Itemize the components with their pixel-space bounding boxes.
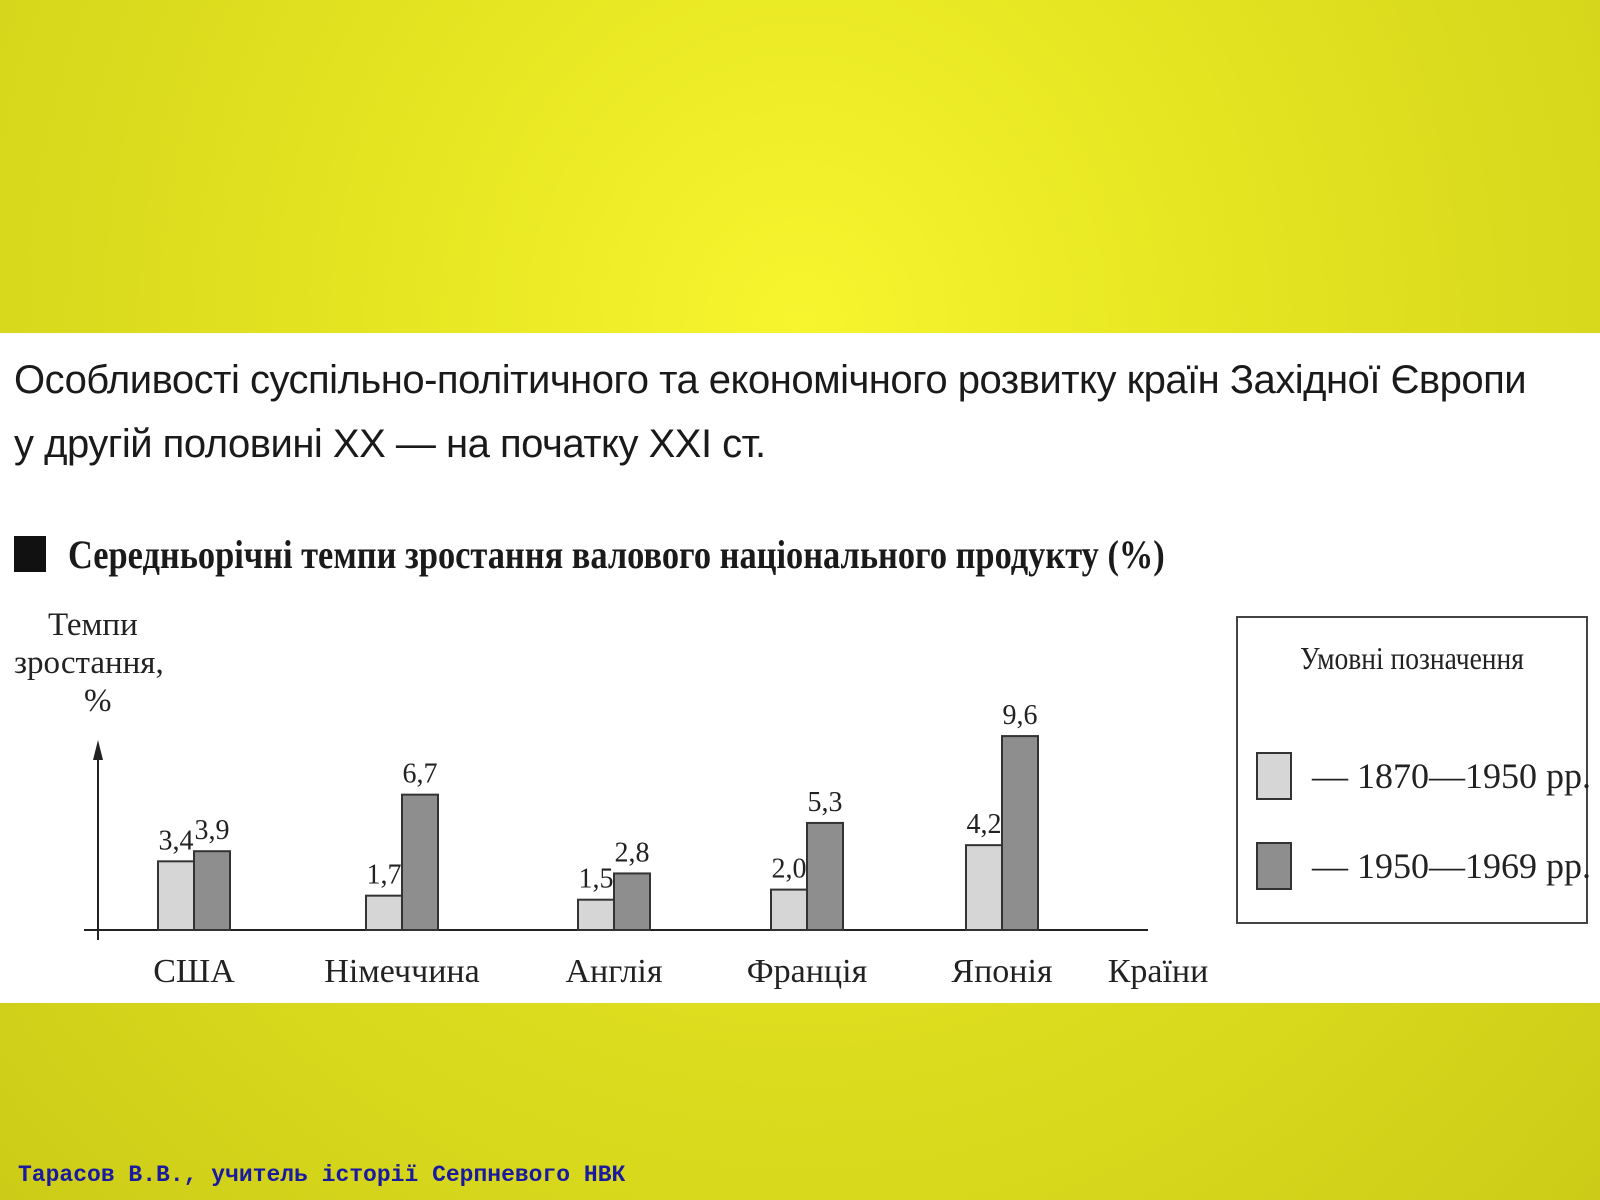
chart-bars bbox=[157, 735, 1039, 932]
section-title: Особливості суспільно-політичного та еко… bbox=[14, 348, 1584, 476]
chart-title: Середньорічні темпи зростання валового н… bbox=[68, 531, 1165, 577]
section-title-line1: Особливості суспільно-політичного та еко… bbox=[14, 358, 1527, 402]
x-tick-label-2: Німеччина bbox=[324, 953, 479, 990]
bar-value-label-2-series-1: 1,7 bbox=[367, 860, 402, 891]
x-tick-label-1: США bbox=[153, 953, 235, 990]
legend-title: Умовні позначення bbox=[1300, 640, 1524, 676]
section-title-line2: у другій половині XX — на початку XXI ст… bbox=[14, 422, 766, 466]
bar-value-label-3-series-1: 1,5 bbox=[579, 864, 614, 895]
bar-1-series-2 bbox=[193, 850, 231, 931]
x-tick-label-3: Англія bbox=[565, 953, 662, 990]
bar-value-label-1-series-1: 3,4 bbox=[159, 825, 194, 856]
legend-item-series-2: — 1950—1969 рр. bbox=[1256, 842, 1591, 890]
bar-value-label-5-series-2: 9,6 bbox=[1003, 700, 1038, 731]
legend-swatch-series-2 bbox=[1256, 842, 1292, 890]
square-bullet-icon bbox=[14, 536, 46, 572]
legend-item-series-1: — 1870—1950 рр. bbox=[1256, 752, 1591, 800]
bar-2-series-2 bbox=[401, 793, 439, 931]
x-tick-label-4: Франція bbox=[747, 953, 868, 990]
bar-2-series-1 bbox=[365, 894, 403, 932]
legend-label-series-1: — 1870—1950 рр. bbox=[1312, 756, 1591, 796]
bar-value-label-2-series-2: 6,7 bbox=[403, 759, 438, 790]
bar-4-series-2 bbox=[806, 821, 844, 931]
bar-3-series-1 bbox=[577, 898, 615, 932]
bar-value-label-1-series-2: 3,9 bbox=[195, 815, 230, 846]
bar-1-series-1 bbox=[157, 860, 195, 932]
bar-5-series-1 bbox=[965, 844, 1003, 931]
bar-value-label-4-series-1: 2,0 bbox=[772, 854, 807, 885]
chart-heading: Середньорічні темпи зростання валового н… bbox=[14, 524, 1343, 584]
chart-labels: Темпи зростання, % 3,4 3,9 США 1,7 6,7 Німеччина… bbox=[14, 607, 1208, 990]
footer-credit: Тарасов В.В., учитель історії Серпневого… bbox=[18, 1162, 626, 1188]
legend-swatch-series-1 bbox=[1256, 752, 1292, 800]
y-axis-label: Темпи зростання,% bbox=[14, 607, 164, 719]
legend-label-series-2: — 1950—1969 рр. bbox=[1312, 846, 1591, 886]
bar-3-series-2 bbox=[613, 872, 651, 932]
x-tick-label-5: Японія bbox=[951, 953, 1053, 990]
bar-value-label-4-series-2: 5,3 bbox=[808, 787, 843, 818]
bar-5-series-2 bbox=[1001, 735, 1039, 931]
y-axis-arrow-icon bbox=[93, 740, 103, 760]
legend: Умовні позначення — 1870—1950 рр. — 1950… bbox=[1236, 616, 1591, 924]
bar-4-series-1 bbox=[770, 888, 808, 932]
bar-value-label-5-series-1: 4,2 bbox=[967, 809, 1002, 840]
bar-chart: Темпи зростання, % 3,4 3,9 США 1,7 6,7 Німеччина… bbox=[14, 607, 1208, 990]
x-axis-label: Країни bbox=[1108, 953, 1209, 990]
bar-value-label-3-series-2: 2,8 bbox=[615, 837, 650, 868]
